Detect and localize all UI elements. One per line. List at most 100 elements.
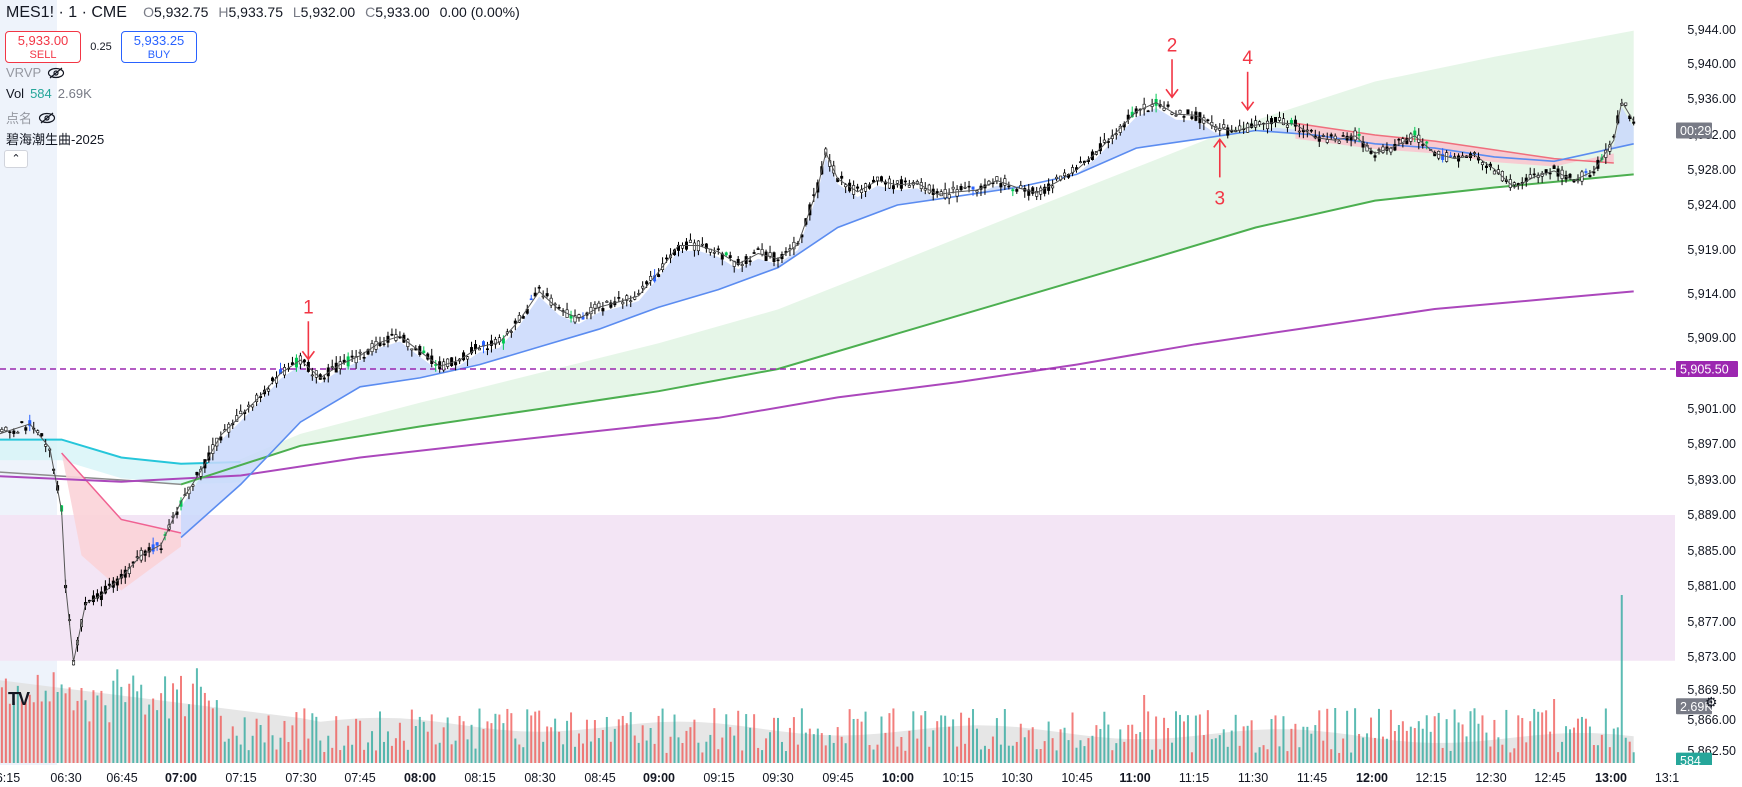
candle-body [1377, 149, 1381, 151]
volume-bar [1302, 726, 1305, 763]
x-tick-label: 11:45 [1297, 771, 1327, 785]
volume-bar [1370, 717, 1373, 763]
tradingview-logo-icon[interactable]: TV [8, 689, 30, 709]
candle-body [1146, 110, 1150, 113]
candle-body [1576, 179, 1580, 182]
volume-bar [12, 701, 15, 763]
volume-bar [916, 738, 919, 763]
candle-body [1317, 136, 1321, 142]
volume-bar [40, 701, 43, 763]
price-zone [0, 515, 1675, 661]
volume-bar [187, 704, 190, 763]
candle-body [529, 298, 533, 301]
volume-bar [1628, 741, 1631, 763]
volume-bar [991, 736, 994, 763]
volume-bar [1314, 725, 1317, 763]
volume-bar [164, 676, 167, 763]
volume-bar [657, 715, 660, 763]
fast-ema-cloud [181, 107, 1634, 538]
candle-body [1277, 117, 1281, 121]
volume-bar [347, 725, 350, 763]
volume-bar [363, 749, 366, 763]
volume-bar [394, 738, 397, 763]
volume-bar [498, 714, 501, 763]
volume-bar [458, 715, 461, 763]
volume-bar [1079, 740, 1082, 763]
candle-body [545, 293, 549, 297]
volume-bar [207, 700, 210, 763]
x-tick-label: 12:15 [1415, 771, 1446, 785]
x-tick-label: 13:00 [1595, 771, 1627, 785]
candle-body [1552, 165, 1556, 169]
volume-bar [593, 720, 596, 763]
buy-label: BUY [147, 49, 171, 61]
volume-bar [733, 735, 736, 763]
eye-crossed-icon[interactable] [47, 67, 65, 79]
buy-button[interactable]: 5,933.25 BUY [121, 31, 197, 63]
y-tick-label: 5,866.00 [1687, 713, 1736, 727]
volume-bar [112, 680, 115, 763]
indicator-volume[interactable]: Vol 584 2.69K [6, 86, 92, 101]
volume-bar [144, 714, 147, 763]
candle-body [1480, 162, 1484, 166]
volume-bar [132, 675, 135, 763]
gear-icon[interactable]: ⚙ [1705, 694, 1718, 710]
slow-ema-cloud [181, 30, 1634, 485]
x-tick-label: 08:15 [464, 771, 495, 785]
volume-bar [1242, 726, 1245, 763]
volume-bar [1015, 741, 1018, 763]
sell-button[interactable]: 5,933.00 SELL [5, 31, 81, 63]
candle-body [16, 431, 20, 434]
indicator-vrvp[interactable]: VRVP [6, 65, 65, 80]
volume-bar [227, 738, 230, 763]
volume-bar [522, 747, 525, 763]
volume-bar [1163, 717, 1166, 763]
volume-bar [749, 727, 752, 763]
chevron-up-icon[interactable]: ⌃ [4, 150, 28, 168]
volume-bar [621, 715, 624, 763]
volume-bar [1381, 736, 1384, 763]
volume-bar [609, 741, 612, 763]
candle-body [1289, 120, 1293, 125]
candle-body [1369, 150, 1373, 154]
candle-body [1425, 141, 1429, 144]
candle-body [748, 260, 752, 263]
volume-bar [581, 743, 584, 763]
candle-body [1532, 173, 1536, 176]
volume-bar [1322, 740, 1325, 763]
candle-body [358, 351, 362, 354]
volume-bar [1553, 699, 1556, 763]
volume-bar [745, 714, 748, 763]
volume-bar [44, 690, 47, 763]
volume-bar [880, 716, 883, 763]
candle-body [4, 426, 8, 432]
candle-body [107, 583, 111, 586]
volume-bar [1111, 750, 1114, 763]
volume-bar [578, 733, 580, 763]
volume-ma-area [0, 680, 1634, 763]
symbol-title[interactable]: MES1! · 1 · CME [6, 4, 127, 21]
volume-bar [1334, 708, 1337, 763]
candle-body [1254, 120, 1258, 128]
candle-body [621, 301, 625, 305]
volume-bar [1218, 735, 1221, 763]
price-label: 00:29 [1680, 124, 1711, 138]
indicator-custom[interactable]: 碧海潮生曲-2025 [6, 129, 104, 148]
volume-bar [1282, 716, 1285, 763]
indicator-dianming[interactable]: 点名 [6, 108, 56, 127]
volume-bar [940, 715, 943, 763]
eye-crossed-icon[interactable] [38, 112, 56, 124]
volume-bar [562, 744, 565, 763]
volume-bar [470, 724, 473, 763]
volume-bar [884, 732, 887, 763]
volume-bar [769, 732, 772, 763]
volume-bar [1600, 734, 1603, 763]
volume-bar [84, 700, 87, 763]
volume-bar [1569, 729, 1572, 763]
volume-bar [514, 738, 517, 763]
custom-indicator-label: 碧海潮生曲-2025 [6, 132, 105, 147]
volume-bar [1194, 715, 1197, 763]
volume-bar [1497, 737, 1500, 763]
candle-body [1285, 124, 1289, 128]
